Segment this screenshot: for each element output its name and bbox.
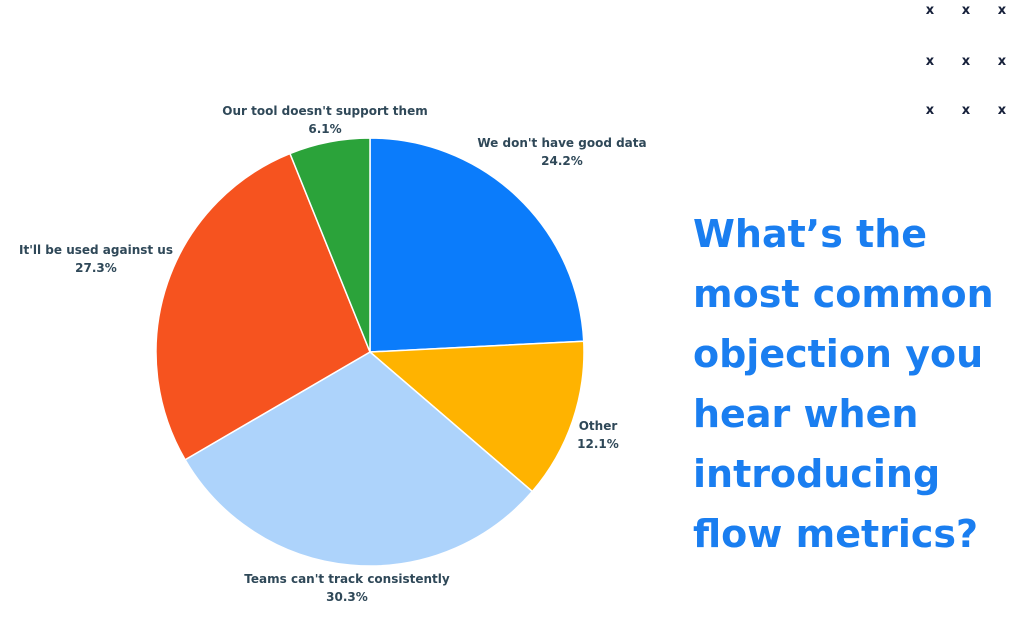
pie-slice [184,351,534,567]
decorative-x-mark: x [925,54,935,69]
pie-slice [368,340,585,493]
pie-chart: We don't have good data 24.2% Other 12.1% Te… [19,104,647,604]
slice-label: Teams can't track consistently [244,572,450,586]
slice-label: It'll be used against us [19,243,173,257]
pie-slice [155,152,371,461]
title-line: most common [693,272,994,316]
decorative-x-mark: x [961,3,971,18]
chart-title: What’s the most common objection you hea… [693,204,1018,564]
slice-label: Other [579,419,618,433]
slice-label: Our tool doesn't support them [222,104,427,118]
decorative-x-mark: x [997,3,1007,18]
pie-slice [369,137,585,353]
decorative-x-mark: x [997,54,1007,69]
pie-slices [155,137,585,567]
slice-value-label: 30.3% [326,590,368,604]
decorative-x-mark: x [961,103,971,118]
title-line: hear when [693,392,919,436]
title-line: flow metrics? [693,512,979,556]
pie-slice [288,137,371,353]
decorative-x-mark: x [997,103,1007,118]
slice-value-label: 6.1% [308,122,341,136]
title-line: introducing [693,452,941,496]
slice-value-label: 12.1% [577,437,619,451]
slice-label: We don't have good data [477,136,646,150]
pie-labels: We don't have good data 24.2% Other 12.1% Te… [19,104,647,604]
slice-value-label: 27.3% [75,261,117,275]
decorative-x-mark: x [925,103,935,118]
decorative-x-mark: x [925,3,935,18]
decorative-x-mark: x [961,54,971,69]
slice-value-label: 24.2% [541,154,583,168]
title-line: objection you [693,332,984,376]
title-line: What’s the [693,212,928,256]
